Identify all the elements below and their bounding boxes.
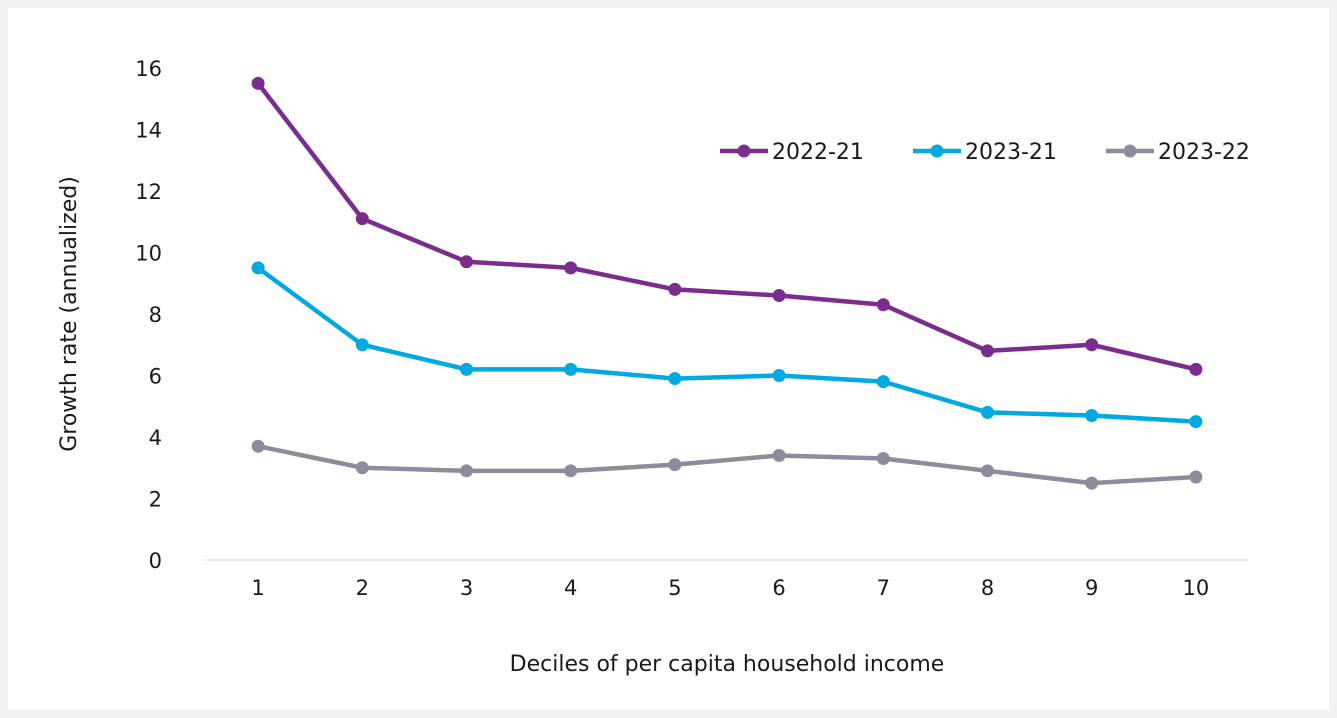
data-point bbox=[668, 458, 682, 472]
legend-label: 2022-21 bbox=[772, 140, 864, 165]
data-point bbox=[876, 298, 890, 312]
x-tick-label: 1 bbox=[251, 576, 264, 600]
data-point bbox=[251, 439, 265, 453]
legend-swatch-marker bbox=[1123, 144, 1137, 158]
legend-item: 2023-22 bbox=[1106, 140, 1250, 165]
data-point bbox=[564, 362, 578, 376]
x-tick-label: 7 bbox=[877, 576, 890, 600]
x-tick-label: 2 bbox=[356, 576, 369, 600]
x-tick-label: 8 bbox=[981, 576, 994, 600]
x-axis-ticks: 1 2 3 4 5 6 7 8 9 10 bbox=[251, 576, 1209, 600]
data-point bbox=[564, 261, 578, 275]
data-point bbox=[355, 212, 369, 226]
series-2023-22 bbox=[251, 439, 1203, 490]
series-2023-21 bbox=[251, 261, 1203, 429]
y-tick-label: 8 bbox=[149, 303, 162, 327]
y-tick-label: 4 bbox=[149, 426, 162, 450]
data-point bbox=[355, 338, 369, 352]
data-point bbox=[1189, 415, 1203, 429]
y-tick-label: 12 bbox=[135, 180, 162, 204]
y-tick-label: 6 bbox=[149, 365, 162, 389]
y-tick-label: 0 bbox=[149, 549, 162, 573]
x-tick-label: 9 bbox=[1085, 576, 1098, 600]
y-tick-label: 16 bbox=[135, 57, 162, 81]
data-point bbox=[668, 282, 682, 296]
legend-item: 2023-21 bbox=[913, 140, 1057, 165]
y-axis-ticks: 0 2 4 6 8 10 12 14 16 bbox=[135, 57, 162, 573]
data-point bbox=[251, 261, 265, 275]
legend-item: 2022-21 bbox=[720, 140, 864, 165]
data-point bbox=[1085, 476, 1099, 490]
data-point bbox=[981, 344, 994, 358]
y-tick-label: 2 bbox=[149, 488, 162, 512]
data-point bbox=[564, 464, 578, 478]
data-point bbox=[876, 452, 890, 466]
data-point bbox=[981, 464, 994, 478]
data-point bbox=[355, 461, 369, 475]
legend: 2022-21 2023-21 2023-22 bbox=[720, 140, 1250, 165]
legend-label: 2023-21 bbox=[965, 140, 1057, 165]
series-layer bbox=[251, 76, 1203, 490]
data-point bbox=[772, 448, 786, 462]
data-point bbox=[1085, 408, 1099, 422]
legend-swatch-marker bbox=[930, 144, 944, 158]
legend-label: 2023-22 bbox=[1158, 140, 1250, 165]
data-point bbox=[1189, 362, 1203, 376]
y-tick-label: 10 bbox=[135, 242, 162, 266]
chart-panel: 0 2 4 6 8 10 12 14 16 1 2 3 4 5 6 7 8 9 10 2022-21 2023-21… bbox=[8, 8, 1329, 710]
series-2022-21 bbox=[251, 76, 1203, 376]
x-axis-title: Deciles of per capita household income bbox=[510, 652, 945, 677]
data-point bbox=[772, 369, 786, 382]
data-point bbox=[772, 289, 786, 303]
y-axis-title: Growth rate (annualized) bbox=[57, 176, 82, 452]
data-point bbox=[1189, 470, 1203, 484]
x-tick-label: 4 bbox=[564, 576, 577, 600]
x-tick-label: 6 bbox=[772, 576, 785, 600]
data-point bbox=[460, 255, 473, 269]
y-tick-label: 14 bbox=[135, 119, 162, 143]
series-line bbox=[256, 82, 1197, 372]
x-tick-label: 5 bbox=[668, 576, 681, 600]
data-point bbox=[251, 76, 265, 90]
x-tick-label: 3 bbox=[460, 576, 473, 600]
data-point bbox=[876, 375, 890, 389]
data-point bbox=[1085, 338, 1099, 352]
series-line bbox=[257, 444, 1197, 486]
x-tick-label: 10 bbox=[1183, 576, 1210, 600]
series-line bbox=[256, 266, 1197, 424]
data-point bbox=[460, 362, 473, 376]
legend-swatch-marker bbox=[737, 144, 751, 158]
data-point bbox=[668, 372, 682, 386]
data-point bbox=[460, 464, 473, 478]
data-point bbox=[981, 405, 994, 419]
